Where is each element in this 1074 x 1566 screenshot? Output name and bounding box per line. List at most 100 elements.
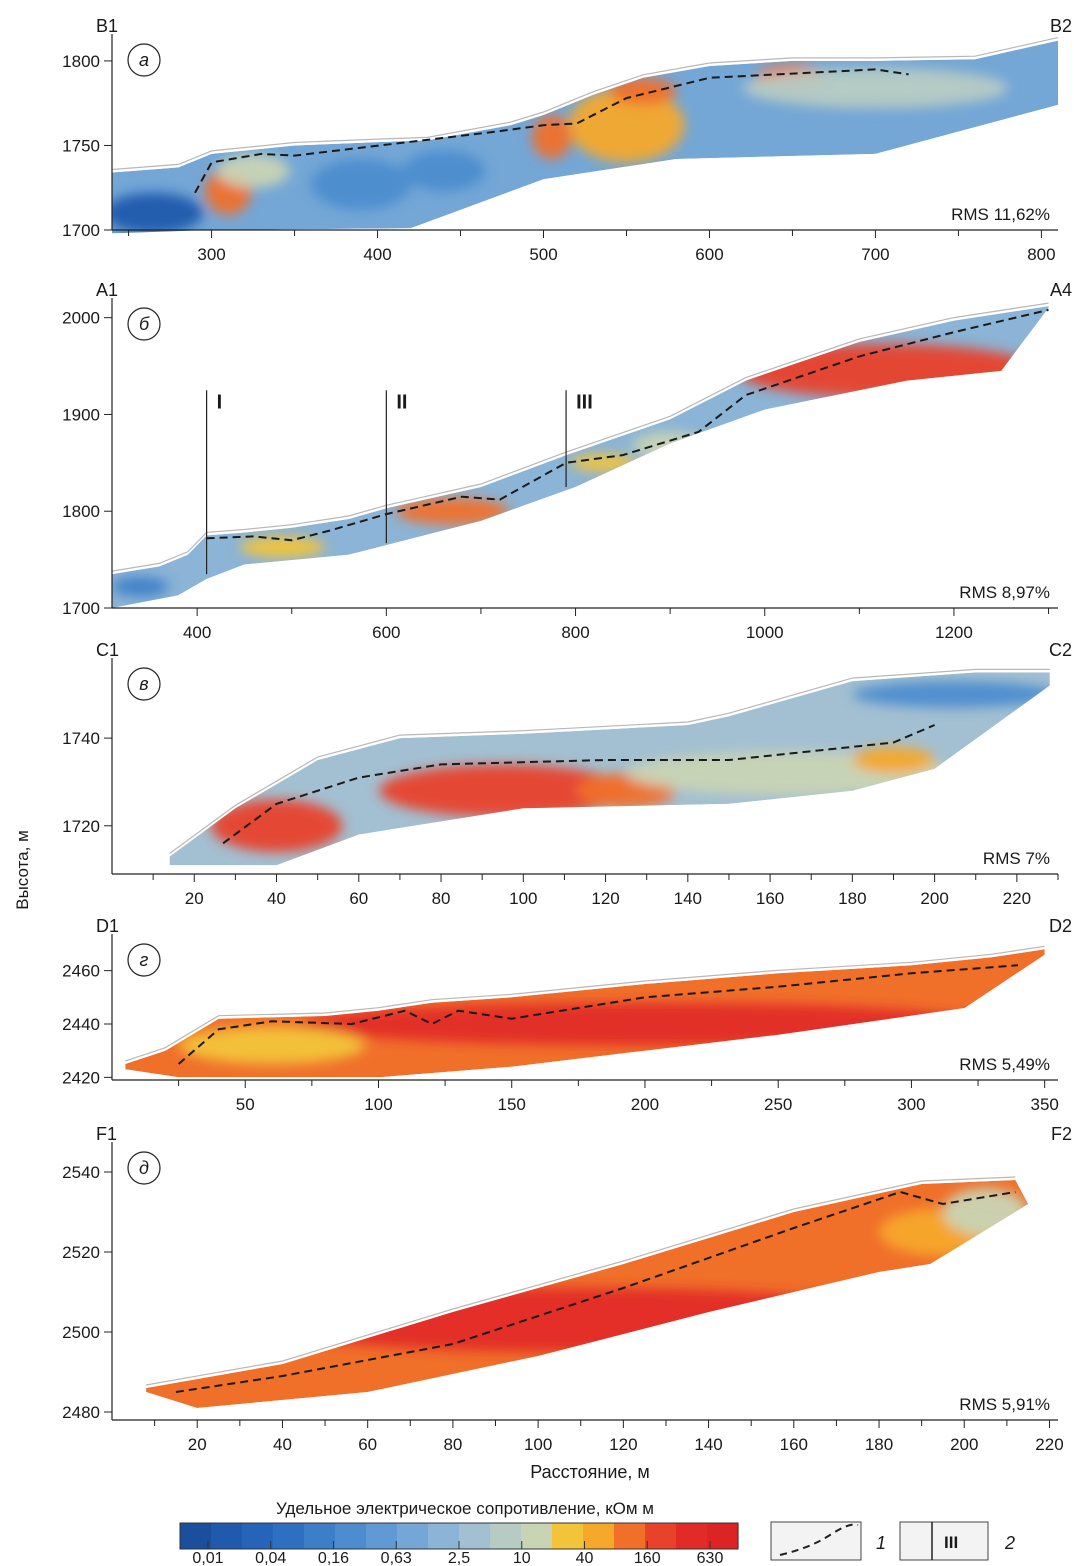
colorbar-cell [242, 1523, 274, 1549]
resistivity-body [568, 87, 685, 163]
resistivity-body [239, 536, 325, 558]
x-tick-label: 220 [1035, 1435, 1063, 1454]
rms-label: RMS 5,91% [959, 1395, 1050, 1414]
resistivity-body [609, 77, 677, 105]
resistivity-body [178, 1026, 366, 1065]
x-tick-label: 180 [838, 889, 866, 908]
colorbar-title: Удельное электрическое сопротивление, кО… [276, 1499, 654, 1518]
panel-label: а [139, 50, 149, 70]
panel-label-circle [127, 667, 161, 701]
surface-line [125, 945, 1045, 1062]
panel-label: в [139, 674, 148, 694]
colorbar-cell [552, 1523, 584, 1549]
colorbar-tick-label: 0,63 [381, 1550, 412, 1566]
boundary-line [222, 724, 935, 845]
x-tick-label: 160 [780, 1435, 808, 1454]
panel-б: 400 600 800 1000 1200 1700 1800 1900 2000 A1 A4 RMS… [62, 280, 1072, 642]
surface-line [145, 1176, 1016, 1386]
panel-label-circle [127, 943, 161, 977]
y-tick-label: 2460 [62, 962, 100, 981]
panel-а: 300 400 500 600 700 800 1700 1750 1800 B1 B2 RMS 11… [62, 16, 1072, 264]
legend-item-2: 2 [1004, 1533, 1015, 1553]
x-tick-label: 350 [1030, 1095, 1058, 1114]
resistivity-body [942, 1188, 1029, 1236]
panel-label-circle [127, 307, 161, 341]
panel-label-circle [127, 1151, 161, 1185]
resistivity-body [632, 431, 708, 459]
x-tick-label: 200 [920, 889, 948, 908]
y-tick-label: 2440 [62, 1015, 100, 1034]
x-tick-label: 100 [364, 1095, 392, 1114]
resistivity-body [298, 1002, 992, 1046]
start-label: F1 [96, 1124, 117, 1144]
boundary-line [194, 68, 909, 194]
colorbar-cell [335, 1523, 367, 1549]
x-tick-label: 600 [695, 245, 723, 264]
y-tick-label: 2520 [62, 1243, 100, 1262]
panel-label: г [140, 950, 149, 970]
y-tick-label: 2540 [62, 1163, 100, 1182]
x-tick-label: 100 [509, 889, 537, 908]
start-label: C1 [96, 640, 119, 660]
resistivity-body [531, 115, 572, 159]
x-tick-label: 250 [764, 1095, 792, 1114]
x-tick-label: 400 [363, 245, 391, 264]
resistivity-body [112, 577, 169, 597]
end-label: C2 [1049, 640, 1072, 660]
x-tick-label: 80 [432, 889, 451, 908]
x-tick-label: 1000 [746, 623, 784, 642]
x-tick-label: 600 [372, 623, 400, 642]
y-axis-label: Высота, м [13, 830, 32, 910]
colorbar-cell [645, 1523, 677, 1549]
end-label: B2 [1050, 16, 1072, 36]
x-tick-label: 700 [861, 245, 889, 264]
colorbar-cell [614, 1523, 646, 1549]
x-tick-label: 800 [1027, 245, 1055, 264]
profile-marker-label: III [576, 391, 593, 413]
legend-dashed-line-icon [779, 1523, 859, 1556]
resistivity-body [210, 799, 343, 853]
panel-label-circle [127, 43, 161, 77]
section-в [169, 672, 1050, 866]
panel-label: д [139, 1158, 149, 1178]
x-tick-label: 140 [694, 1435, 722, 1454]
rms-label: RMS 11,62% [951, 205, 1050, 224]
colorbar-cell [273, 1523, 305, 1549]
resistivity-body [852, 681, 1050, 708]
profile-marker-label: II [396, 391, 407, 413]
colorbar-cell [211, 1523, 243, 1549]
profile-marker-label: I [217, 391, 223, 413]
legend-item-1: 1 [876, 1533, 886, 1553]
x-tick-label: 400 [183, 623, 211, 642]
colorbar-tick-label: 2,5 [448, 1550, 470, 1566]
colorbar-cell [583, 1523, 615, 1549]
legend-item-2-symbol: III [944, 1533, 958, 1552]
y-tick-label: 2500 [62, 1323, 100, 1342]
start-label: D1 [96, 916, 119, 936]
resistivity-body [570, 454, 638, 472]
x-tick-label: 500 [529, 245, 557, 264]
x-axis-label: Расстояние, м [530, 1462, 650, 1482]
start-label: A1 [96, 280, 118, 300]
x-tick-label: 200 [950, 1435, 978, 1454]
y-tick-label: 1700 [62, 599, 100, 618]
surface-line [111, 37, 1059, 171]
rms-label: RMS 8,97% [959, 583, 1050, 602]
panel-г: 50 100 150 200 250 300 350 2420 2440 2460 D1 D2 RMS … [62, 916, 1072, 1114]
section-б [112, 306, 1049, 608]
x-tick-label: 200 [631, 1095, 659, 1114]
colorbar-tick-label: 0,04 [255, 1550, 286, 1566]
boundary-line [175, 1190, 1016, 1393]
end-label: D2 [1049, 916, 1072, 936]
y-tick-label: 1800 [62, 502, 100, 521]
y-tick-label: 1720 [62, 817, 100, 836]
section-а [112, 40, 1058, 234]
x-tick-label: 60 [349, 889, 368, 908]
x-tick-label: 20 [188, 1435, 207, 1454]
colorbar-tick-label: 40 [576, 1550, 594, 1566]
colorbar-cell [707, 1523, 739, 1549]
y-tick-label: 1750 [62, 136, 100, 155]
y-tick-label: 2000 [62, 309, 100, 328]
x-tick-label: 220 [1003, 889, 1031, 908]
rms-label: RMS 7% [983, 849, 1050, 868]
